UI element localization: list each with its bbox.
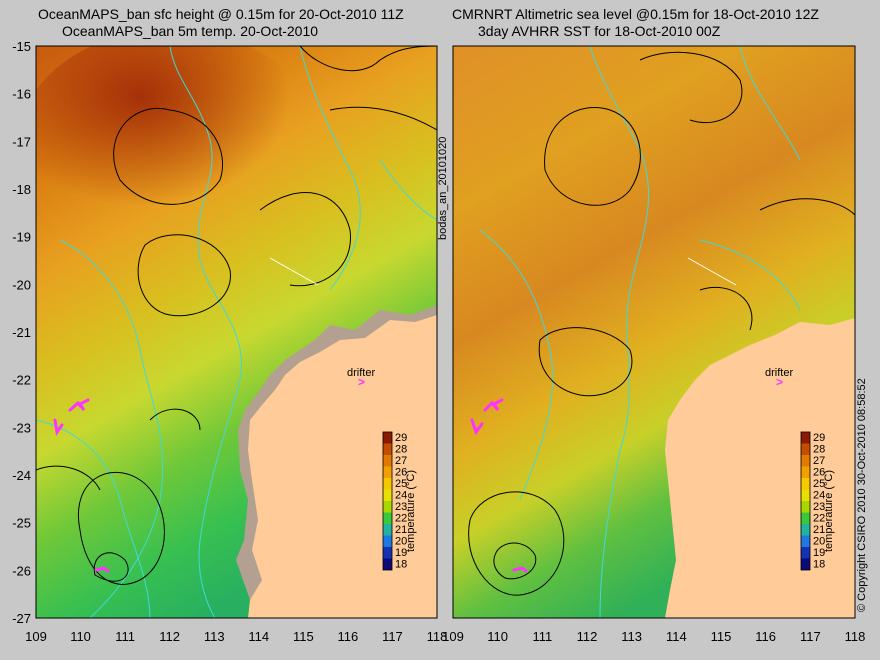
lon-tick-112: 112 [577, 629, 598, 644]
right-drifter-arrow: > [776, 375, 783, 389]
lat-tick--17: -17 [12, 134, 31, 149]
lat-tick--20: -20 [12, 277, 31, 292]
colorbar-swatch-19 [383, 547, 392, 559]
lat-tick--25: -25 [12, 516, 31, 531]
colorbar-swatch-28 [383, 444, 392, 456]
colorbar-swatch-18 [801, 559, 810, 571]
lon-tick-115: 115 [293, 629, 314, 644]
colorbar-tick-18: 18 [395, 559, 407, 571]
colorbar-swatch-21 [801, 524, 810, 536]
lon-tick-111: 111 [115, 629, 135, 644]
colorbar-tick-27: 27 [395, 455, 407, 467]
colorbar-swatch-20 [383, 536, 392, 548]
colorbar-swatch-26 [383, 467, 392, 479]
lon-tick-114: 114 [666, 629, 687, 644]
colorbar-label-right: temperature (°C) [823, 470, 835, 552]
lat-tick--26: -26 [12, 563, 31, 578]
lon-tick-117: 117 [800, 629, 821, 644]
lat-tick--19: -19 [12, 230, 31, 245]
lon-tick-116: 116 [755, 629, 776, 644]
colorbar-swatch-18 [383, 559, 392, 571]
colorbar-swatch-24 [383, 490, 392, 502]
colorbar-swatch-26 [801, 467, 810, 479]
lat-tick--16: -16 [12, 87, 31, 102]
lat-tick--18: -18 [12, 182, 31, 197]
lon-tick-111: 111 [532, 629, 552, 644]
left-drifter-arrow: > [358, 375, 365, 389]
colorbar-tick-28: 28 [395, 444, 407, 456]
lon-tick-109: 109 [25, 629, 47, 644]
colorbar-tick-29: 29 [395, 432, 407, 444]
colorbar-swatch-28 [801, 444, 810, 456]
lon-tick-115: 115 [711, 629, 732, 644]
left-warm-core [20, 30, 320, 250]
right-map-panel: drifter > [453, 46, 855, 618]
left-map-panel: drifter > [20, 30, 437, 618]
copyright-notice: © Copyright CSIRO 2010 30-Oct-2010 08:58… [856, 378, 868, 612]
lon-tick-110: 110 [70, 629, 91, 644]
colorbar-tick-29: 29 [813, 432, 825, 444]
colorbar-swatch-22 [801, 513, 810, 525]
lon-tick-117: 117 [382, 629, 403, 644]
colorbar-tick-28: 28 [813, 444, 825, 456]
lon-tick-116: 116 [338, 629, 359, 644]
lon-tick-113: 113 [621, 629, 642, 644]
colorbar-swatch-25 [383, 478, 392, 490]
colorbar-swatch-27 [801, 455, 810, 467]
lon-tick-110: 110 [487, 629, 508, 644]
colorbar-swatch-22 [383, 513, 392, 525]
colorbar-swatch-19 [801, 547, 810, 559]
colorbar-swatch-29 [801, 432, 810, 444]
colorbar-tick-18: 18 [813, 559, 825, 571]
colorbar-swatch-24 [801, 490, 810, 502]
lon-tick-112: 112 [159, 629, 180, 644]
colorbar-tick-27: 27 [813, 455, 825, 467]
colorbar-swatch-23 [801, 501, 810, 513]
colorbar-label-left: temperature (°C) [405, 470, 417, 552]
colorbar-swatch-21 [383, 524, 392, 536]
colorbar-swatch-20 [801, 536, 810, 548]
colorbar-swatch-23 [383, 501, 392, 513]
colorbar-swatch-29 [383, 432, 392, 444]
lat-tick--15: -15 [12, 39, 31, 54]
lat-tick--24: -24 [12, 468, 31, 483]
side-dataset-id: bodas_an_20101020 [437, 137, 449, 240]
lat-tick--23: -23 [12, 420, 31, 435]
lon-tick-118: 118 [845, 629, 866, 644]
colorbar-swatch-27 [383, 455, 392, 467]
lon-tick-109: 109 [442, 629, 464, 644]
lat-tick--27: -27 [12, 611, 31, 626]
lon-tick-113: 113 [204, 629, 225, 644]
lat-tick--22: -22 [12, 373, 31, 388]
lat-tick--21: -21 [12, 325, 31, 340]
colorbar-swatch-25 [801, 478, 810, 490]
lon-tick-114: 114 [248, 629, 269, 644]
